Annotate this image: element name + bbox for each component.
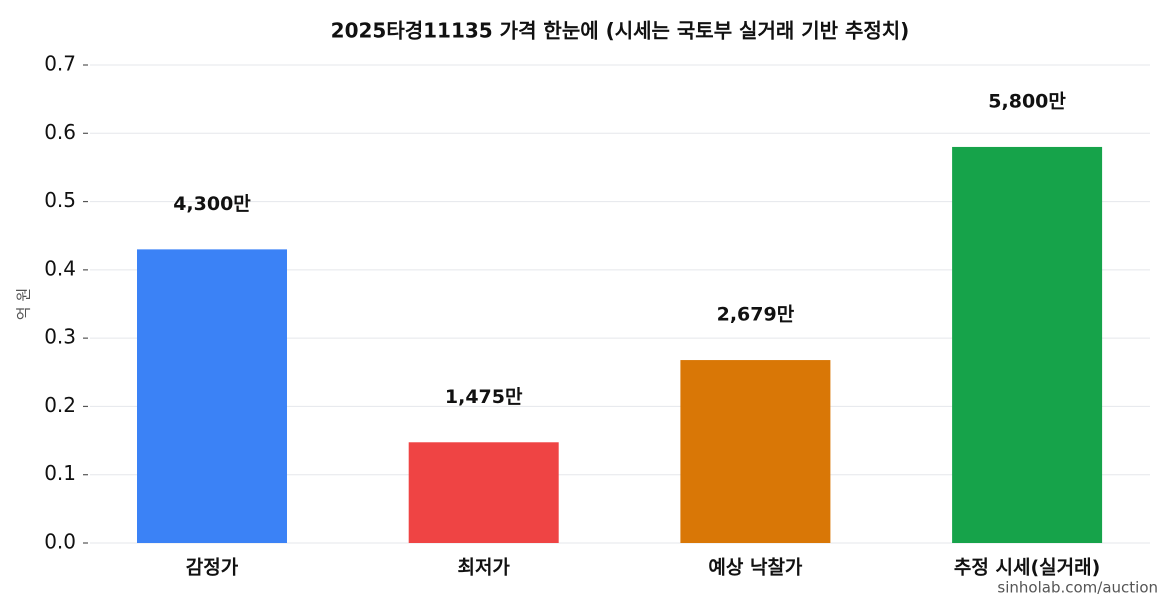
value-label: 5,800만 xyxy=(988,90,1066,112)
y-tick-label: 0.5 xyxy=(44,188,76,212)
bar xyxy=(408,442,559,543)
y-tick-label: 0.4 xyxy=(44,256,76,280)
bar xyxy=(952,146,1103,543)
x-tick-label: 최저가 xyxy=(457,557,510,579)
chart-title: 2025타경11135 가격 한눈에 (시세는 국토부 실거래 기반 추정치) xyxy=(331,19,910,43)
y-tick-label: 0.6 xyxy=(44,120,76,144)
y-axis-label: 억 원 xyxy=(15,288,33,320)
y-tick-label: 0.3 xyxy=(44,325,76,349)
bar xyxy=(680,360,831,543)
value-label: 4,300만 xyxy=(173,193,251,215)
watermark: sinholab.com/auction xyxy=(997,579,1158,597)
y-tick-label: 0.0 xyxy=(44,530,76,554)
value-label: 2,679만 xyxy=(717,304,795,326)
x-tick-label: 추정 시세(실거래) xyxy=(954,557,1100,579)
x-tick-label: 감정가 xyxy=(186,557,239,579)
x-tick-label: 예상 낙찰가 xyxy=(708,557,803,579)
y-tick-label: 0.2 xyxy=(44,393,76,417)
y-tick-label: 0.1 xyxy=(44,461,76,485)
value-label: 1,475만 xyxy=(445,386,523,408)
y-tick-label: 0.7 xyxy=(44,52,76,76)
bar xyxy=(137,249,287,543)
